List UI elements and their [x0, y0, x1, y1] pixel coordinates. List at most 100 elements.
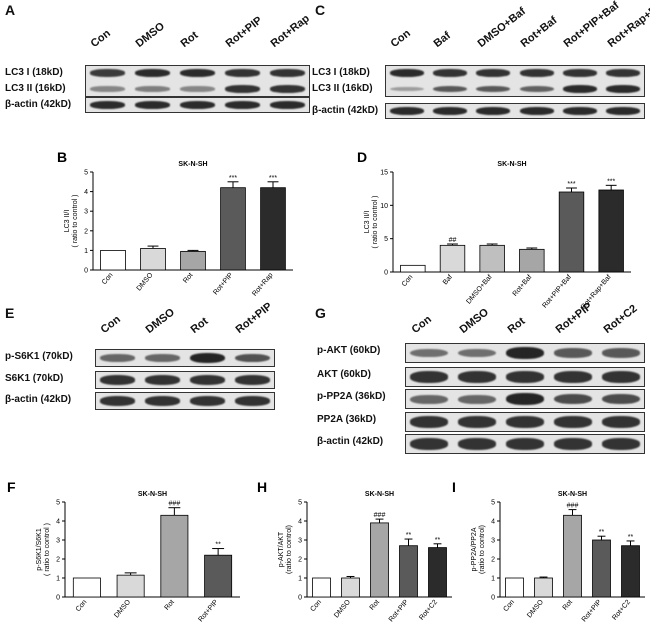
significance-label: ***: [229, 175, 237, 182]
blot-band: [519, 107, 554, 115]
x-tick-label: Rot+PIP: [212, 272, 234, 297]
blot-band: [554, 348, 592, 358]
x-tick-label: Rot+Rap: [251, 272, 274, 298]
bar: [592, 539, 611, 598]
y-axis-label: ( ratio to control ): [372, 196, 379, 249]
significance-label: **: [435, 537, 441, 544]
protein-label: LC3 I (18kD): [5, 67, 63, 78]
bar-chart-b: B SK-N-SH LC3 II/I( ratio to control ) 0 1 2 3…: [57, 150, 293, 298]
y-tick-label: 2: [56, 557, 60, 564]
bar: [479, 244, 505, 273]
x-tick-label: Rot: [164, 599, 176, 612]
lane-label: Con: [409, 313, 434, 336]
lane-label: Rot+Baf: [518, 14, 560, 50]
blot-band: [458, 438, 496, 450]
significance-label: ###: [169, 501, 181, 508]
chart-title: SK-N-SH: [497, 161, 526, 168]
y-tick-label: 1: [491, 576, 495, 583]
y-axis-label: p-AKT/AKT: [278, 531, 285, 567]
x-tick-label: Rot+PIP+Baf: [541, 274, 573, 310]
protein-label: β-actin (42kD): [5, 394, 72, 405]
bar: [505, 577, 524, 598]
lane-label: Con: [88, 27, 114, 50]
bar: [140, 248, 166, 271]
blot-strip: [95, 392, 275, 410]
bar: [399, 545, 418, 598]
lane-label: Con: [98, 313, 124, 336]
protein-label: β-actin (42kD): [317, 436, 384, 447]
blot-band: [602, 371, 640, 383]
protein-label: p-PP2A (36kD): [317, 391, 386, 402]
blot-band: [144, 375, 181, 385]
protein-label: LC3 II (16kD): [5, 83, 66, 94]
y-tick-label: 3: [84, 209, 88, 216]
y-axis-label: (ratio to control): [479, 525, 486, 574]
bar: [204, 554, 233, 598]
blot-band: [506, 416, 544, 428]
panel-letter: A: [5, 2, 16, 18]
panel-letter: C: [315, 2, 326, 18]
chart-title: SK-N-SH: [365, 491, 394, 498]
y-axis-label: ( ratio to control ): [44, 523, 51, 576]
blot-band: [458, 394, 496, 404]
blot-band: [389, 86, 424, 92]
chart-title: SK-N-SH: [178, 161, 207, 168]
bar: [621, 545, 640, 598]
blot-band: [234, 375, 271, 385]
blot-band: [433, 107, 467, 115]
protein-label: AKT (60kD): [317, 369, 371, 380]
bar: [563, 514, 582, 598]
blot-band: [269, 101, 306, 109]
blot-band: [389, 69, 424, 77]
blot-band: [189, 353, 226, 363]
blot-band: [519, 69, 554, 77]
blot-band: [189, 396, 226, 406]
bar-chart-h: H SK-N-SH p-AKT/AKT (ratio to control) 0 1 2 3 4…: [257, 480, 452, 623]
y-tick-label: 5: [298, 500, 302, 507]
y-tick-label: 5: [384, 236, 388, 243]
significance-label: ***: [269, 175, 277, 182]
blot-band: [458, 371, 496, 383]
blot-band: [99, 396, 136, 406]
blot-band: [224, 101, 261, 109]
y-axis-label: LC3 II/I: [64, 210, 71, 233]
blot-band: [458, 348, 496, 358]
y-tick-label: 2: [84, 228, 88, 235]
blot-band: [506, 393, 544, 405]
y-tick-label: 0: [491, 595, 495, 602]
bar: [598, 189, 624, 273]
blot-band: [144, 396, 181, 406]
bar: [428, 547, 447, 598]
x-tick-label: Con: [75, 599, 89, 613]
bar-chart-i: I SK-N-SH p-PP2A/PP2A (ratio to control) 0 1 2…: [452, 480, 645, 623]
blot-band: [410, 371, 448, 383]
lane-label: Rot+Rap: [268, 12, 313, 50]
y-tick-label: 4: [84, 189, 88, 196]
y-tick-label: 4: [298, 519, 302, 526]
blot-band: [506, 438, 544, 450]
bar: [534, 577, 553, 598]
protein-label: p-S6K1 (70kD): [5, 351, 73, 362]
blot-strip: [385, 65, 645, 97]
lane-label: Rot+PIP: [223, 14, 265, 50]
y-tick-label: 0: [84, 268, 88, 275]
blot-band: [433, 69, 467, 77]
bar: [558, 191, 585, 273]
blot-band: [410, 394, 448, 404]
blot-band: [89, 101, 126, 109]
y-tick-label: 5: [491, 500, 495, 507]
blot-band: [554, 438, 592, 450]
protein-label: S6K1 (70kD): [5, 373, 64, 384]
y-tick-label: 1: [84, 248, 88, 255]
bar: [220, 187, 246, 271]
blot-strip: [95, 349, 275, 367]
blot-band: [506, 347, 544, 359]
y-axis-label: p-PP2A/PP2A: [471, 527, 478, 571]
bar: [260, 187, 286, 271]
panel-letter: I: [452, 480, 456, 495]
y-tick-label: 4: [491, 519, 495, 526]
blot-band: [144, 354, 181, 362]
lane-label: Con: [388, 27, 413, 50]
protein-label: PP2A (36kD): [317, 414, 377, 425]
x-tick-label: Rot: [369, 599, 381, 612]
